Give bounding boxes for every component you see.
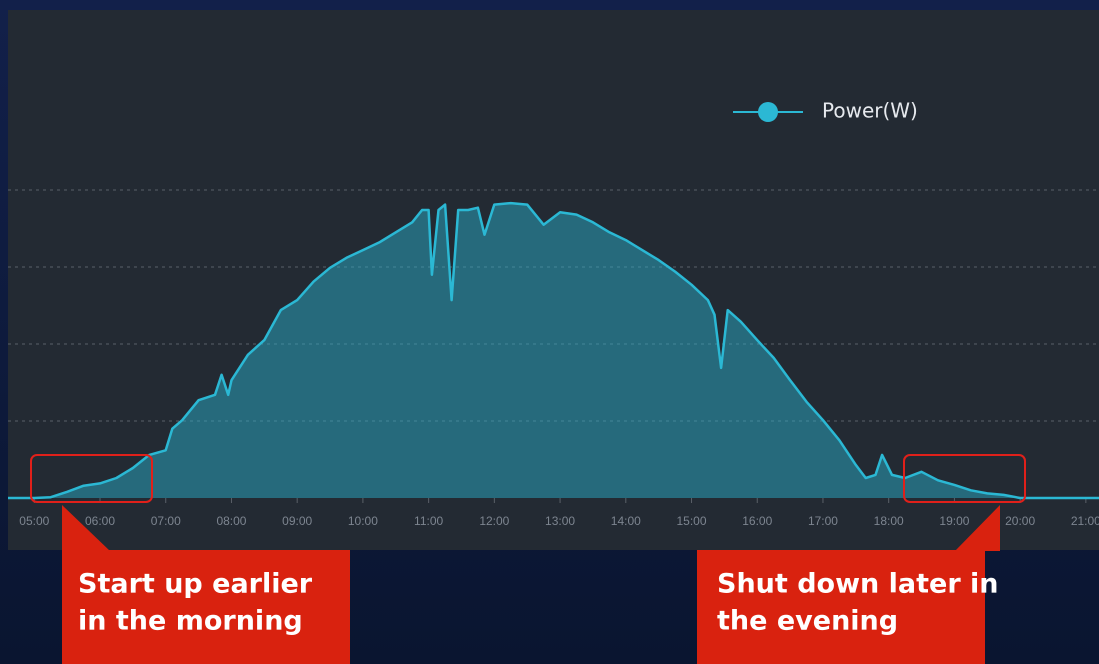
callout-text: in the morning xyxy=(78,606,303,637)
x-tick-label: 07:00 xyxy=(151,514,181,528)
x-tick-label: 09:00 xyxy=(282,514,312,528)
x-tick-label: 17:00 xyxy=(808,514,838,528)
callout-text: Start up earlier xyxy=(78,569,313,600)
x-tick-label: 13:00 xyxy=(545,514,575,528)
callout-pointer xyxy=(62,505,110,551)
callout xyxy=(62,550,350,664)
x-tick-label: 06:00 xyxy=(85,514,115,528)
callout-text: the evening xyxy=(717,606,898,637)
x-tick-label: 18:00 xyxy=(874,514,904,528)
legend-label: Power(W) xyxy=(822,99,918,123)
x-tick-label: 05:00 xyxy=(19,514,49,528)
line xyxy=(8,201,1099,500)
plot: 05:00 06:00 07:00 08:00 09:00 10:00 11:00 12:00… xyxy=(8,189,1099,528)
x-tick-label: 15:00 xyxy=(677,514,707,528)
x-tick-label: 16:00 xyxy=(742,514,772,528)
callout-text: Shut down later in xyxy=(717,569,999,600)
x-tick-label: 19:00 xyxy=(939,514,969,528)
highlight-box xyxy=(903,454,1026,503)
highlight-box xyxy=(30,454,153,503)
x-tick-label: 14:00 xyxy=(611,514,641,528)
x-tick-label: 11:00 xyxy=(414,514,443,528)
x-tick-label: 08:00 xyxy=(216,514,246,528)
callout xyxy=(697,550,985,664)
x-tick-label: 12:00 xyxy=(479,514,509,528)
legend-marker xyxy=(758,102,778,122)
x-tick-label: 20:00 xyxy=(1005,514,1035,528)
x-tick-label: 21:00 xyxy=(1071,514,1099,528)
callout-pointer xyxy=(955,505,1000,551)
chart-panel xyxy=(8,10,1099,550)
x-tick-label: 10:00 xyxy=(348,514,378,528)
